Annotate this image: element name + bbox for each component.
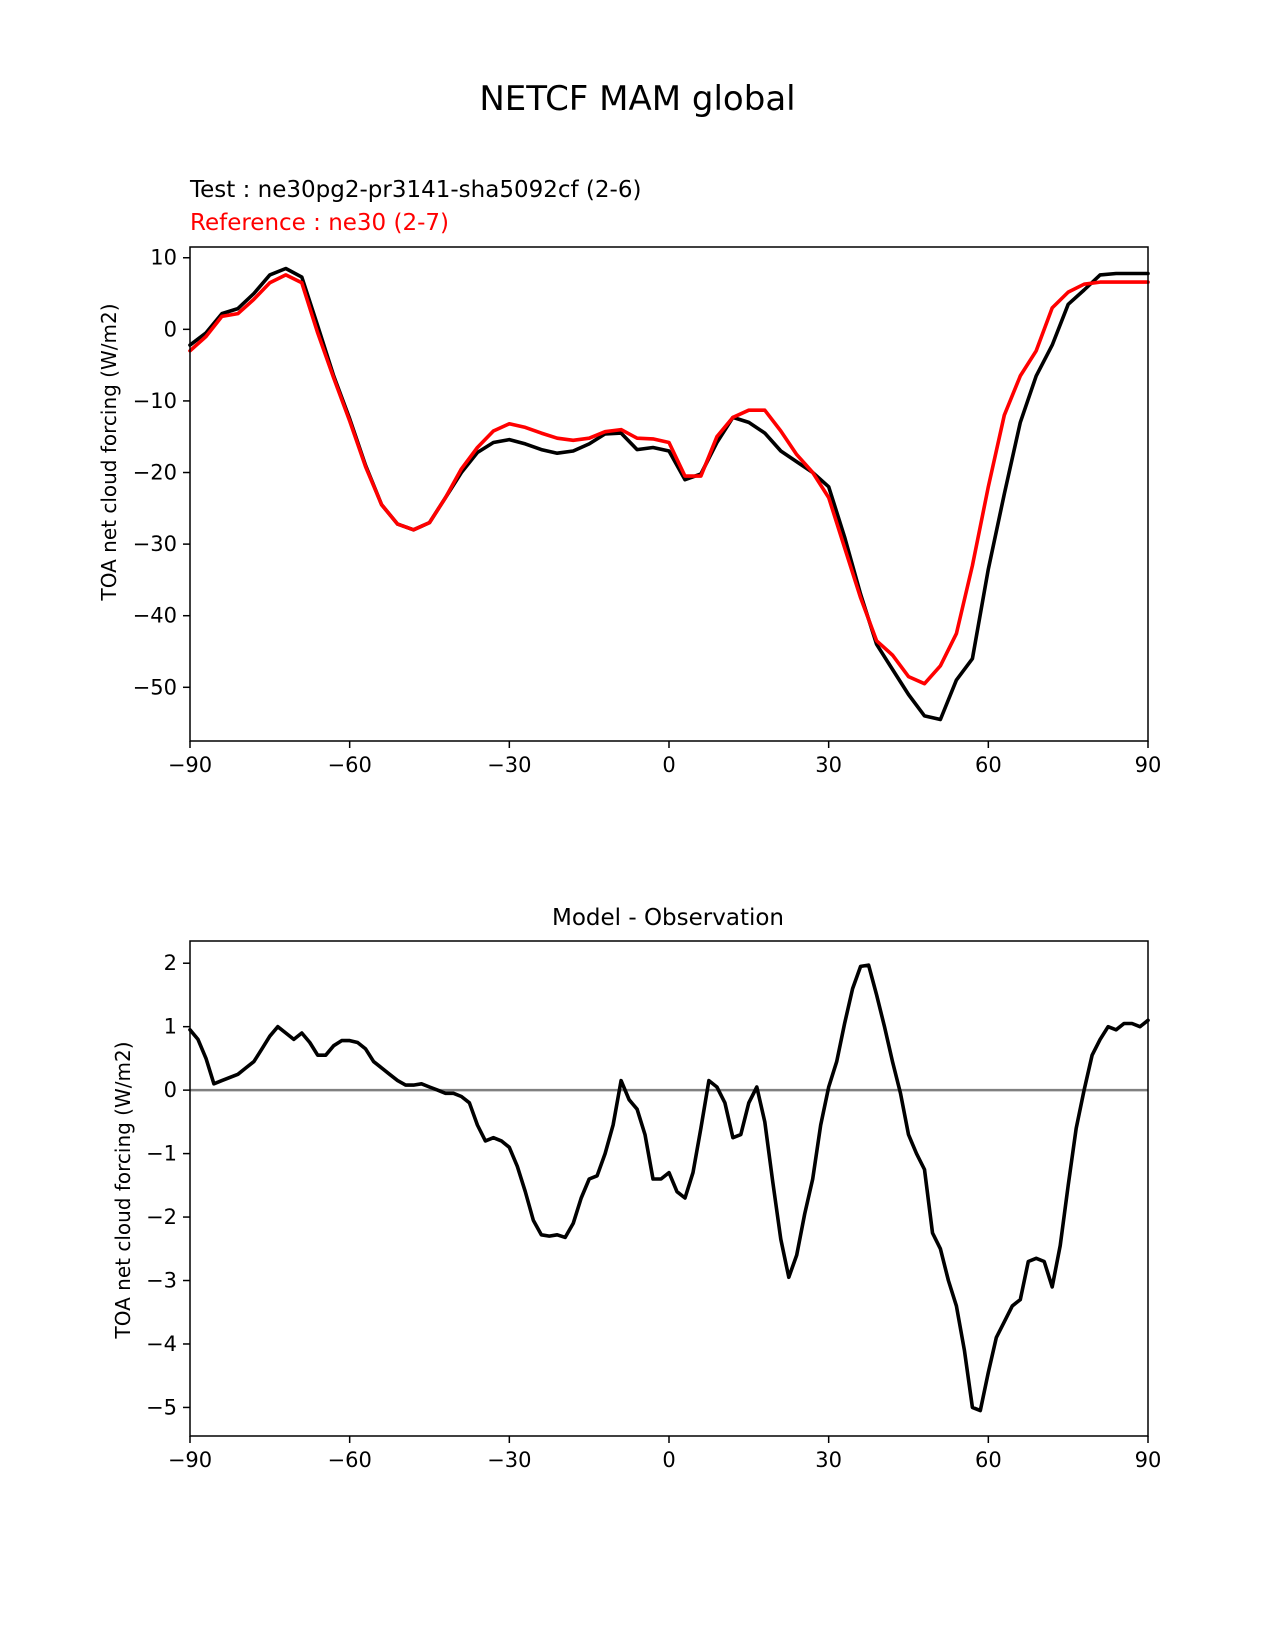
series-line-reference [188, 273, 1150, 686]
y-tick-label: −20 [133, 461, 177, 485]
y-tick-label: 0 [164, 317, 177, 341]
y-tick-label: 10 [150, 246, 177, 270]
x-tick-label: 0 [662, 753, 675, 777]
x-tick-label: −90 [168, 1448, 212, 1472]
y-tick-label: 0 [164, 1078, 177, 1102]
y-tick-label: −40 [133, 604, 177, 628]
y-tick-label: −5 [146, 1395, 177, 1419]
test-label: Test : ne30pg2-pr3141-sha5092cf (2-6) [189, 177, 641, 203]
y-tick-label: −3 [146, 1269, 177, 1293]
top-panel: Test : ne30pg2-pr3141-sha5092cf (2-6) Re… [97, 177, 1161, 777]
x-tick-label: −30 [487, 753, 531, 777]
x-tick-label: 90 [1135, 753, 1162, 777]
x-tick-label: 0 [662, 1448, 675, 1472]
reference-label: Reference : ne30 (2-7) [190, 210, 449, 236]
x-tick-label: −30 [487, 1448, 531, 1472]
y-tick-label: 2 [164, 951, 177, 975]
y-tick-label: −10 [133, 389, 177, 413]
x-tick-label: 30 [815, 1448, 842, 1472]
bottom-title: Model - Observation [552, 905, 784, 931]
y-tick-label: −50 [133, 675, 177, 699]
x-tick-label: 30 [815, 753, 842, 777]
y-tick-label: −30 [133, 532, 177, 556]
y-tick-label: 1 [164, 1015, 177, 1039]
x-tick-label: −60 [328, 1448, 372, 1472]
y-tick-label: −4 [146, 1332, 177, 1356]
bottom-plot-area: −90 −60 −30 0 30 60 90 2 1 0 −1 −2 −3 −4 −5 [146, 940, 1162, 1472]
x-tick-label: 90 [1135, 1448, 1162, 1472]
series-line-0 [188, 963, 1150, 1413]
y-tick-label: −1 [146, 1142, 177, 1166]
bottom-ylabel: TOA net cloud forcing (W/m2) [111, 1041, 135, 1339]
bottom-panel: Model - Observation TOA net cloud forcin… [111, 905, 1161, 1472]
x-tick-label: 60 [975, 753, 1002, 777]
x-tick-label: −60 [328, 753, 372, 777]
x-tick-label: −90 [168, 753, 212, 777]
top-ylabel: TOA net cloud forcing (W/m2) [97, 303, 121, 601]
y-tick-label: −2 [146, 1205, 177, 1229]
figure-title: NETCF MAM global [479, 79, 795, 119]
top-plot-area: −90 −60 −30 0 30 60 90 10 0 −10 −20 −30 −40 −50 [133, 246, 1162, 777]
x-tick-label: 60 [975, 1448, 1002, 1472]
